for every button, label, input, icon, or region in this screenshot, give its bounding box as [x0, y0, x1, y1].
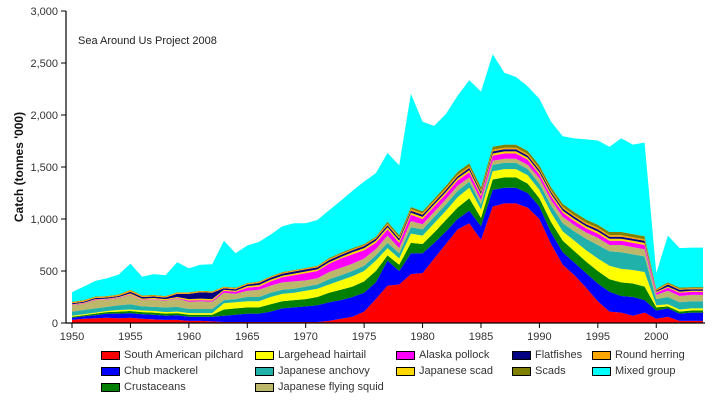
legend-item: Japanese scad [396, 365, 493, 377]
legend-label: Japanese flying squid [278, 381, 384, 393]
legend-swatch [255, 366, 274, 376]
y-ticks: 0 500 1,000 1,500 2,000 2,500 3,000 [30, 6, 66, 330]
legend-item: South American pilchard [101, 349, 243, 361]
x-tick-label: 1990 [527, 331, 551, 343]
legend-label: Mixed group [615, 365, 676, 377]
y-tick-label: 0 [52, 318, 58, 330]
legend-label: Flatfishes [535, 349, 583, 361]
legend-label: Japanese anchovy [278, 365, 370, 377]
legend-swatch [512, 366, 531, 376]
legend-swatch [101, 366, 120, 376]
legend-swatch [396, 366, 415, 376]
legend-item: Round herring [592, 349, 685, 361]
y-tick-label: 2,500 [30, 58, 58, 70]
y-tick-label: 1,000 [30, 214, 58, 226]
y-tick-label: 500 [40, 266, 58, 278]
legend-item: Alaska pollock [396, 349, 489, 361]
y-tick-label: 2,000 [30, 110, 58, 122]
legend-item: Flatfishes [512, 349, 582, 361]
x-tick-label: 1955 [118, 331, 142, 343]
area-south-american-pilchard [72, 203, 703, 323]
legend-item: Mixed group [592, 365, 676, 377]
legend-label: Chub mackerel [124, 365, 198, 377]
y-axis-title: Catch (tonnes '000) [12, 112, 26, 222]
area-chub-mackerel [72, 187, 703, 322]
area-japanese-scad [72, 151, 703, 305]
area-scads [72, 144, 703, 303]
area-largehead-hairtail [72, 169, 703, 317]
y-tick-label: 1,500 [30, 162, 58, 174]
legend-label: South American pilchard [124, 349, 244, 361]
area-layers [72, 54, 703, 323]
legend-label: Crustaceans [124, 381, 186, 393]
legend-swatch [255, 350, 274, 360]
x-tick-label: 2000 [644, 331, 668, 343]
area-flatfishes [72, 149, 703, 305]
legend-swatch [101, 350, 120, 360]
legend: South American pilchard Chub mackerel Crus… [101, 349, 701, 399]
legend-swatch [512, 350, 531, 360]
legend-label: Alaska pollock [419, 349, 490, 361]
x-tick-label: 1985 [469, 331, 493, 343]
legend-item: Japanese anchovy [255, 365, 370, 377]
legend-swatch [592, 350, 611, 360]
legend-item: Japanese flying squid [255, 381, 384, 393]
legend-swatch [101, 382, 120, 392]
legend-swatch [592, 366, 611, 376]
area-japanese-anchovy [72, 162, 703, 316]
y-tick-label: 3,000 [30, 6, 58, 18]
legend-item: Largehead hairtail [255, 349, 366, 361]
x-tick-label: 1950 [60, 331, 84, 343]
x-tick-label: 1965 [235, 331, 259, 343]
x-tick-label: 1970 [293, 331, 317, 343]
x-ticks: 1950 1955 1960 1965 1970 1975 1980 1985 1990 1995… [60, 323, 669, 343]
area-crustaceans [72, 177, 703, 318]
source-annotation: Sea Around Us Project 2008 [78, 35, 217, 47]
area-mixed-group [72, 54, 703, 302]
legend-item: Chub mackerel [101, 365, 198, 377]
x-tick-label: 1960 [177, 331, 201, 343]
legend-swatch [396, 350, 415, 360]
legend-item: Scads [512, 365, 566, 377]
legend-label: Japanese scad [419, 365, 493, 377]
x-tick-label: 1975 [352, 331, 376, 343]
legend-label: Scads [535, 365, 566, 377]
x-tick-label: 1980 [410, 331, 434, 343]
legend-label: Largehead hairtail [278, 349, 367, 361]
legend-label: Round herring [615, 349, 685, 361]
legend-swatch [255, 382, 274, 392]
legend-item: Crustaceans [101, 381, 186, 393]
x-tick-label: 1995 [586, 331, 610, 343]
